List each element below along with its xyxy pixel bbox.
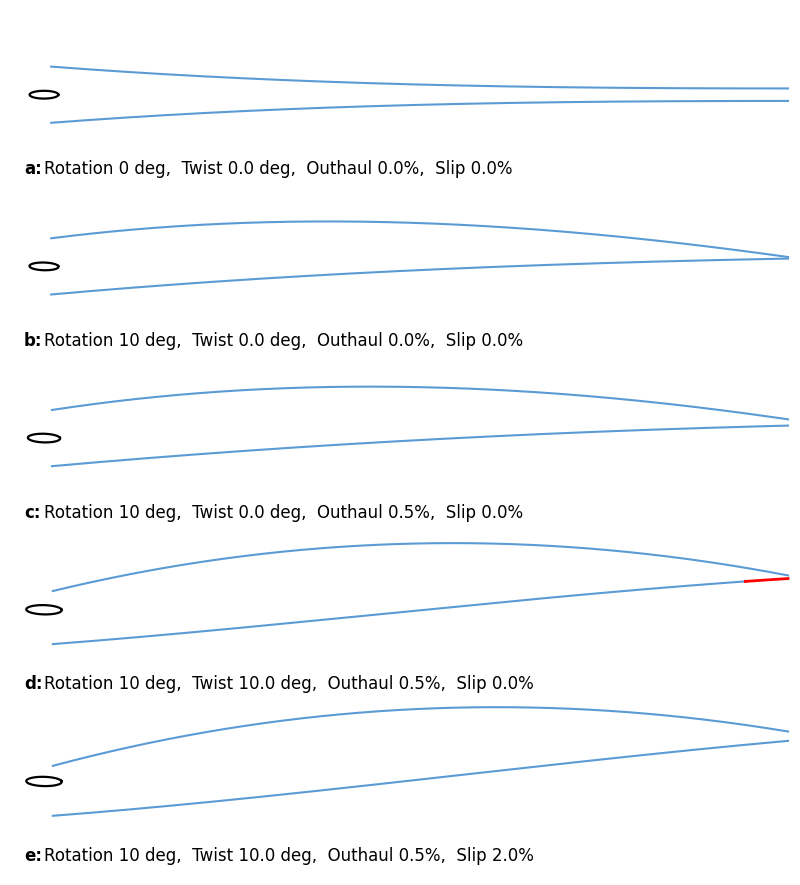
Text: Rotation 0 deg,  Twist 0.0 deg,  Outhaul 0.0%,  Slip 0.0%: Rotation 0 deg, Twist 0.0 deg, Outhaul 0…: [44, 160, 513, 178]
Text: Rotation 10 deg,  Twist 10.0 deg,  Outhaul 0.5%,  Slip 2.0%: Rotation 10 deg, Twist 10.0 deg, Outhaul…: [44, 847, 534, 865]
Text: c:: c:: [24, 504, 41, 521]
Text: Rotation 10 deg,  Twist 0.0 deg,  Outhaul 0.0%,  Slip 0.0%: Rotation 10 deg, Twist 0.0 deg, Outhaul …: [44, 332, 523, 350]
Text: a:: a:: [24, 160, 42, 178]
Text: Rotation 10 deg,  Twist 10.0 deg,  Outhaul 0.5%,  Slip 0.0%: Rotation 10 deg, Twist 10.0 deg, Outhaul…: [44, 675, 534, 693]
Text: e:: e:: [24, 847, 42, 865]
Text: d:: d:: [24, 675, 42, 693]
Text: Rotation 10 deg,  Twist 0.0 deg,  Outhaul 0.5%,  Slip 0.0%: Rotation 10 deg, Twist 0.0 deg, Outhaul …: [44, 504, 523, 521]
Text: b:: b:: [24, 332, 42, 350]
